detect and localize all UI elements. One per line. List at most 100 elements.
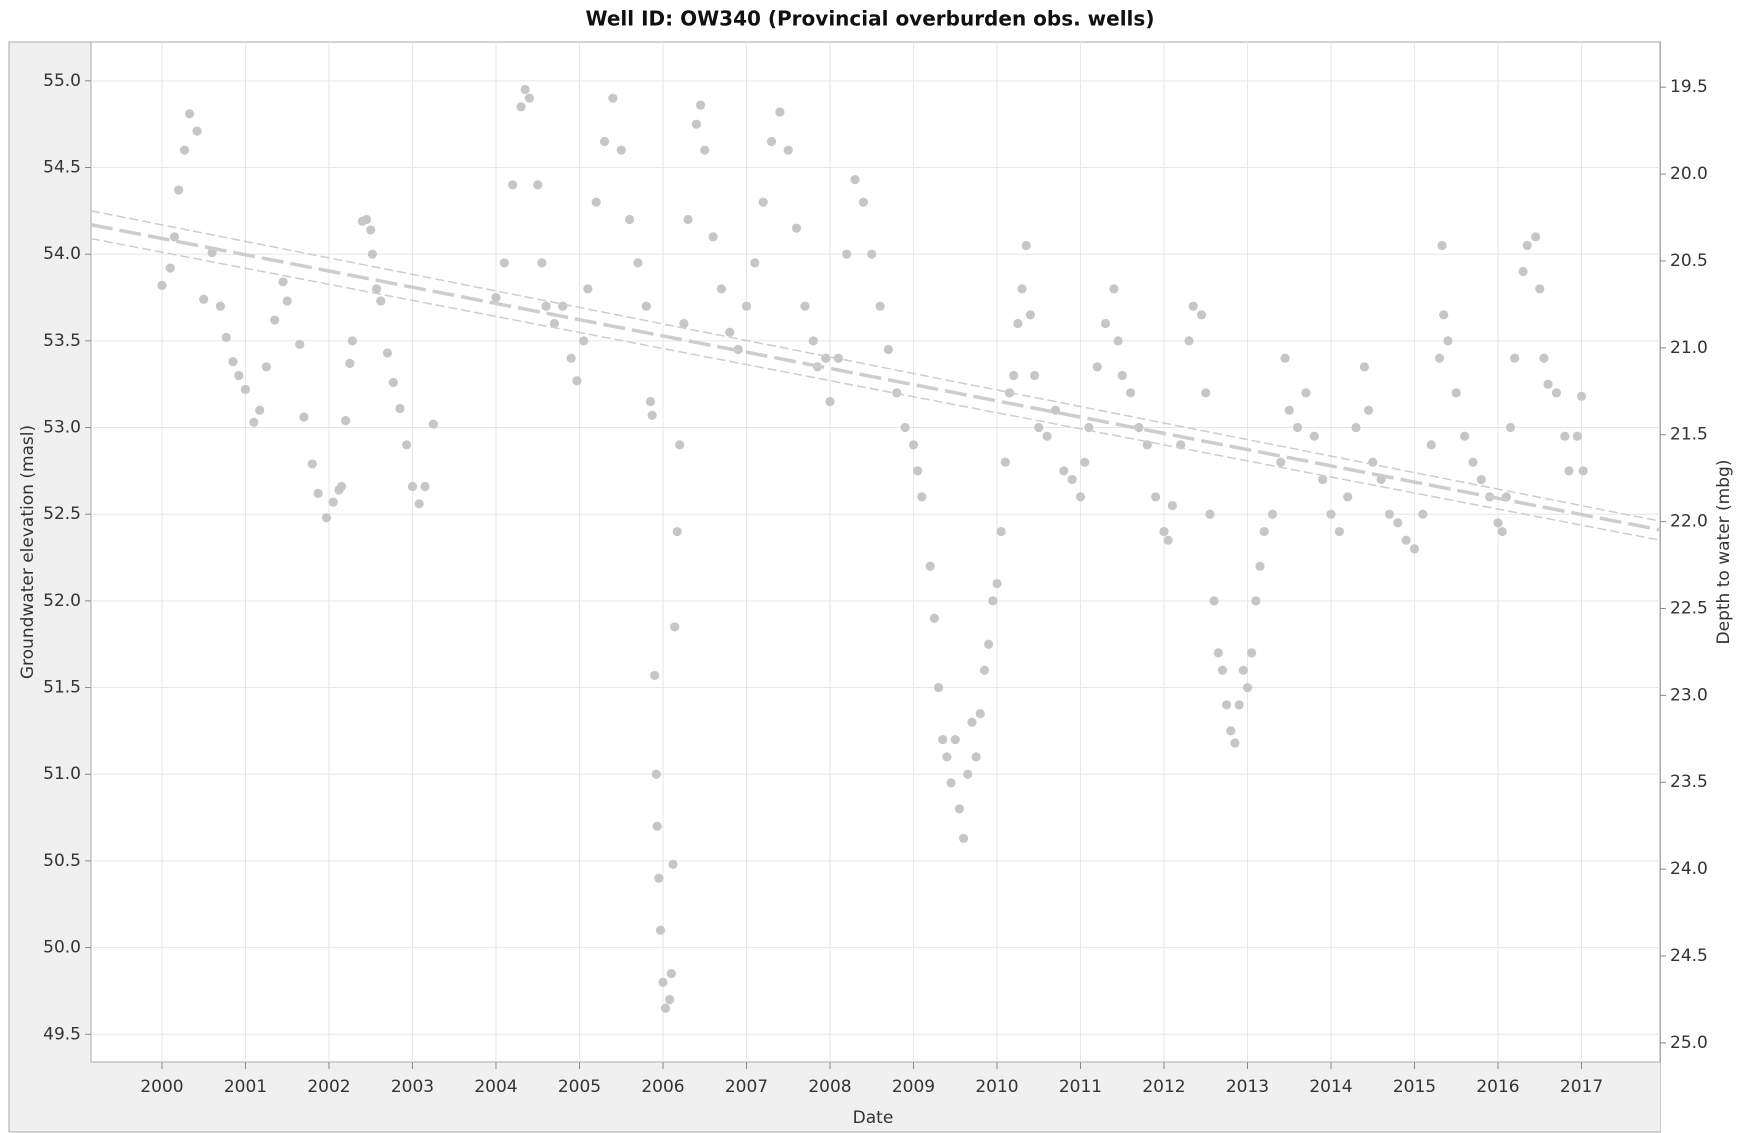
y2-tick-label: 23.5 [1670, 772, 1708, 792]
data-point [1151, 492, 1161, 502]
data-point [1255, 561, 1265, 571]
data-point [1163, 535, 1173, 545]
data-point [1510, 353, 1520, 363]
data-point [278, 277, 288, 287]
trend-line [90, 237, 1661, 541]
data-point [240, 384, 251, 394]
data-point [675, 440, 685, 450]
data-point [261, 362, 271, 372]
right-axis-area [1661, 42, 1741, 1133]
data-point [1267, 509, 1278, 519]
x-tick-label: 2000 [140, 1077, 183, 1097]
data-point [1280, 353, 1290, 363]
data-point [1426, 440, 1436, 450]
data-point [572, 376, 582, 386]
data-point [1518, 266, 1528, 277]
data-point [933, 682, 944, 693]
data-point [1217, 665, 1228, 675]
data-point [658, 977, 668, 987]
data-point [992, 578, 1002, 589]
plot-area [90, 41, 1661, 1063]
data-point [169, 232, 180, 242]
data-point [499, 258, 509, 268]
data-point [402, 440, 412, 450]
data-point [963, 769, 973, 779]
x-tick-label: 2010 [975, 1077, 1018, 1097]
data-point [1075, 492, 1086, 502]
x-tick-label: 2001 [224, 1077, 267, 1097]
data-point [1109, 284, 1119, 294]
data-point [655, 925, 666, 935]
data-point [716, 284, 727, 294]
data-point [537, 258, 547, 268]
data-point [228, 357, 238, 367]
data-point [954, 804, 965, 814]
data-point [199, 294, 209, 304]
y-tick-label: 49.5 [43, 1024, 81, 1044]
data-point [988, 596, 998, 606]
data-point [750, 258, 760, 268]
data-point [428, 419, 438, 429]
data-point [1564, 466, 1574, 476]
data-point [925, 561, 935, 571]
data-point [666, 968, 676, 979]
data-point [376, 296, 386, 306]
y-axis-label: Groundwater elevation (masl) [18, 425, 38, 679]
data-point [366, 225, 376, 235]
data-point [1359, 362, 1370, 372]
data-point [1401, 535, 1411, 545]
data-point [1042, 431, 1052, 441]
data-point [1493, 518, 1503, 528]
data-point [1013, 318, 1023, 329]
data-point [1000, 457, 1010, 467]
y2-tick-label: 21.0 [1670, 338, 1708, 358]
data-point [679, 318, 689, 329]
data-point [979, 665, 990, 675]
data-point [566, 353, 576, 363]
data-point [221, 332, 231, 342]
data-point [345, 358, 355, 368]
data-point [1125, 388, 1136, 398]
data-point [908, 440, 919, 450]
data-point [1468, 457, 1478, 467]
data-point [700, 145, 710, 155]
y-tick-label: 54.0 [43, 244, 81, 264]
data-point [783, 145, 793, 155]
data-point [917, 492, 927, 502]
data-point [624, 214, 635, 225]
data-point [758, 197, 768, 207]
x-tick-label: 2002 [307, 1077, 350, 1097]
data-point [1384, 509, 1395, 519]
y-tick-label: 53.5 [43, 331, 81, 351]
y-tick-label: 50.5 [43, 851, 81, 871]
x-tick-label: 2016 [1476, 1077, 1519, 1097]
chart-title: Well ID: OW340 (Provincial overburden ob… [586, 7, 1155, 31]
data-point [766, 136, 777, 147]
y2-tick-label: 19.5 [1670, 77, 1708, 97]
x-tick-label: 2014 [1309, 1077, 1352, 1097]
data-point [1025, 310, 1035, 320]
data-point [184, 109, 195, 119]
data-point [1092, 362, 1102, 372]
data-point [1439, 310, 1449, 320]
data-point [741, 301, 752, 311]
data-point [1222, 700, 1232, 710]
data-point [215, 301, 226, 311]
x-tick-label: 2004 [474, 1077, 517, 1097]
data-point [1437, 240, 1447, 251]
data-point [725, 327, 735, 337]
data-point [1301, 388, 1311, 398]
data-point [900, 422, 910, 433]
data-point [388, 377, 398, 388]
data-point [1201, 388, 1211, 398]
data-point [583, 284, 593, 294]
data-point [670, 622, 680, 632]
data-point [395, 403, 405, 414]
data-point [321, 513, 332, 523]
data-point [299, 412, 309, 422]
data-point [791, 223, 802, 233]
data-point [1497, 526, 1507, 537]
data-point [579, 336, 589, 346]
x-tick-label: 2003 [391, 1077, 434, 1097]
